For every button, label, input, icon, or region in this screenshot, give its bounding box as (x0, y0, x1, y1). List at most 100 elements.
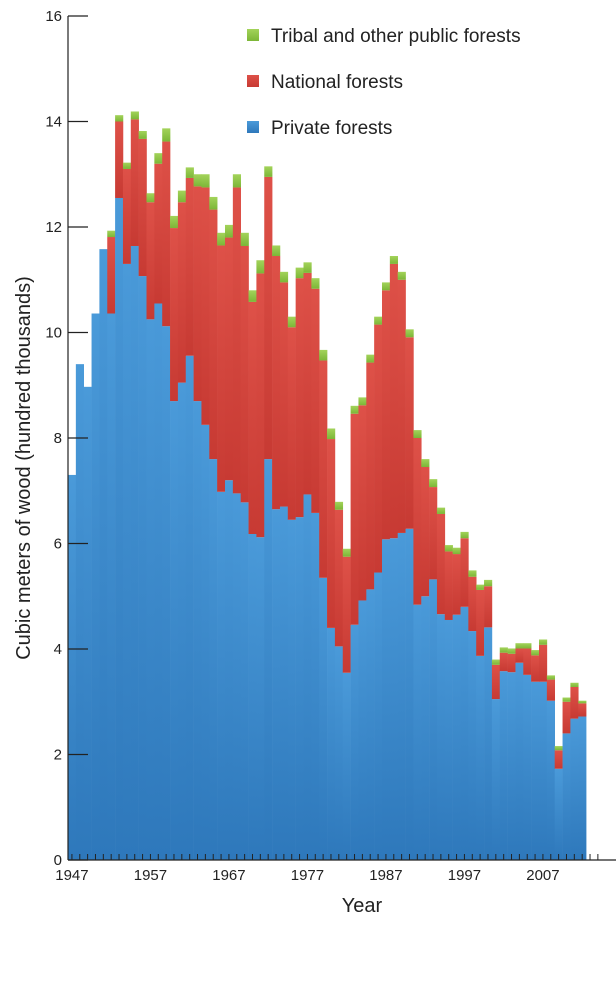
bar-national-1976 (295, 278, 304, 518)
bar-tribal-1952 (107, 230, 116, 238)
bar-private-1990 (405, 528, 414, 860)
bar-private-1981 (334, 646, 344, 860)
bar-private-1976 (295, 517, 304, 861)
bar-national-2003 (507, 653, 516, 673)
bar-tribal-1962 (185, 167, 194, 178)
bar-private-2012 (578, 716, 587, 860)
bar-private-2005 (523, 674, 532, 860)
bar-national-1982 (342, 556, 351, 673)
bar-tribal-1988 (389, 256, 398, 264)
bar-national-1960 (170, 228, 179, 402)
bar-private-2002 (499, 671, 508, 860)
legend-swatch (247, 29, 259, 41)
bar-national-1974 (279, 282, 289, 507)
bar-private-1992 (421, 596, 430, 860)
bar-tribal-1965 (209, 196, 218, 210)
bar-national-1991 (413, 438, 422, 605)
bar-private-1977 (303, 494, 312, 860)
bar-national-1954 (122, 168, 132, 264)
bar-private-1978 (311, 512, 320, 860)
bar-tribal-1969 (240, 232, 249, 246)
x-tick-label: 1977 (291, 867, 324, 884)
bar-tribal-2006 (531, 650, 540, 656)
bar-national-2004 (515, 648, 524, 663)
bar-national-2000 (484, 586, 493, 628)
bar-tribal-1980 (327, 428, 336, 440)
bar-private-1974 (279, 506, 289, 860)
bar-national-1956 (138, 138, 147, 277)
bar-private-2008 (546, 700, 555, 860)
bar-national-1957 (146, 202, 155, 320)
bar-private-1948 (75, 364, 84, 860)
bar-tribal-2005 (523, 643, 532, 649)
bar-national-1992 (421, 467, 430, 597)
bar-private-1970 (248, 534, 257, 860)
bar-tribal-1972 (264, 166, 273, 177)
bar-national-1988 (389, 263, 398, 539)
bars-group (68, 111, 587, 861)
bar-tribal-1979 (319, 349, 328, 361)
bar-private-2000 (484, 627, 493, 860)
bar-national-1986 (374, 324, 383, 573)
bar-tribal-1992 (421, 459, 430, 468)
bar-private-1968 (232, 493, 241, 860)
bar-national-1983 (350, 413, 359, 625)
bar-private-1951 (99, 249, 108, 860)
bar-private-1952 (107, 313, 116, 860)
bar-national-1980 (327, 439, 336, 628)
bar-national-1969 (240, 245, 249, 503)
bar-national-2002 (499, 652, 508, 672)
bar-tribal-1953 (115, 115, 124, 122)
bar-private-1958 (154, 303, 163, 860)
bar-tribal-2002 (499, 647, 508, 653)
bar-private-1989 (397, 532, 406, 860)
bar-private-1991 (413, 604, 422, 860)
bar-national-1962 (185, 177, 194, 356)
bar-tribal-1977 (303, 262, 312, 273)
bar-private-1999 (476, 655, 485, 860)
bar-private-1959 (162, 326, 171, 860)
bar-tribal-1983 (350, 405, 359, 414)
bar-national-1959 (162, 141, 171, 327)
bar-tribal-1984 (358, 397, 367, 406)
bar-national-1985 (366, 362, 375, 590)
bar-private-1954 (122, 263, 132, 860)
bar-tribal-1990 (405, 329, 414, 338)
bar-tribal-1963 (193, 174, 202, 187)
bar-private-1994 (436, 614, 446, 860)
bar-tribal-1987 (382, 282, 391, 291)
bar-private-2009 (554, 768, 563, 860)
bar-national-2008 (546, 679, 555, 701)
bar-national-2011 (570, 686, 579, 719)
bar-private-1985 (366, 589, 375, 860)
bar-private-1955 (130, 245, 139, 861)
bar-tribal-1968 (232, 174, 241, 188)
bar-private-1995 (444, 619, 453, 860)
bar-private-1957 (146, 319, 155, 860)
bar-tribal-1978 (311, 278, 320, 289)
bar-tribal-1961 (177, 190, 187, 203)
y-tick-label: 14 (45, 114, 62, 131)
bar-private-1961 (177, 382, 187, 860)
bar-national-1979 (319, 360, 328, 578)
x-axis-title: Year (342, 895, 383, 917)
bar-tribal-1975 (287, 316, 296, 328)
bar-tribal-1982 (342, 548, 351, 557)
bar-private-1979 (319, 577, 328, 860)
bar-national-1999 (476, 589, 485, 656)
bar-national-2006 (531, 655, 540, 682)
bar-private-1997 (460, 606, 469, 860)
bar-private-1965 (209, 459, 218, 860)
legend-swatch (247, 121, 259, 133)
bar-tribal-1954 (122, 162, 132, 169)
y-tick-label: 10 (45, 325, 62, 342)
y-tick-label: 2 (54, 747, 62, 764)
bar-private-1960 (170, 401, 179, 860)
bar-private-1982 (342, 672, 351, 860)
bar-tribal-1989 (397, 271, 406, 280)
y-ticks-group: 0 2 4 6 8 10 12 14 16 (45, 8, 88, 869)
bar-private-1993 (429, 579, 438, 860)
bar-private-1986 (374, 572, 383, 860)
bar-tribal-1967 (225, 224, 234, 238)
